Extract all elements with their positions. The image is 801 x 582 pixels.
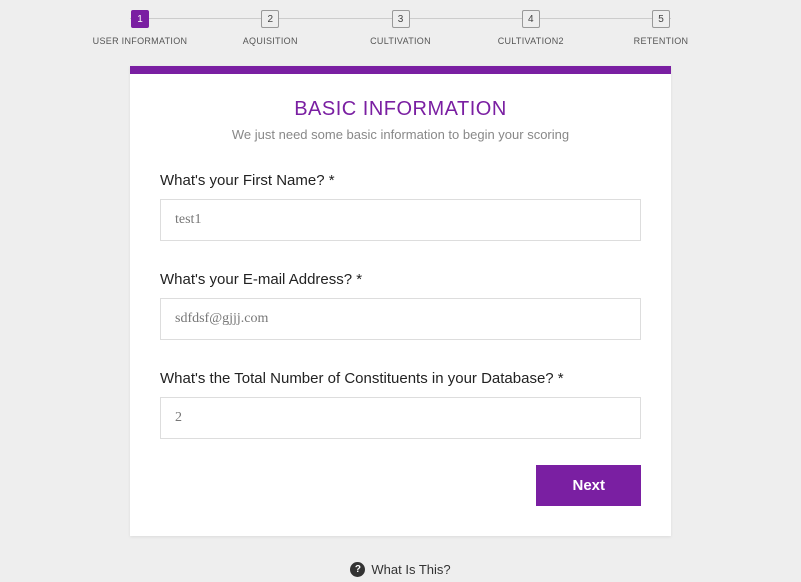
step-label: CULTIVATION2 [498, 36, 564, 46]
first-name-label: What's your First Name? * [160, 172, 641, 189]
step-number: 1 [131, 10, 149, 28]
actions-row: Next [160, 465, 641, 506]
footer-help[interactable]: ? What Is This? [130, 562, 671, 577]
email-label: What's your E-mail Address? * [160, 271, 641, 288]
step-label: RETENTION [634, 36, 689, 46]
step-aquisition[interactable]: 2 AQUISITION [210, 10, 330, 46]
email-input[interactable] [160, 298, 641, 340]
step-number: 3 [392, 10, 410, 28]
form-card: BASIC INFORMATION We just need some basi… [130, 66, 671, 536]
constituents-label: What's the Total Number of Constituents … [160, 370, 641, 387]
card-subtitle: We just need some basic information to b… [160, 127, 641, 142]
field-email: What's your E-mail Address? * [160, 271, 641, 340]
step-cultivation2[interactable]: 4 CULTIVATION2 [471, 10, 591, 46]
step-user-information[interactable]: 1 USER INFORMATION [80, 10, 200, 46]
step-number: 4 [522, 10, 540, 28]
card-title: BASIC INFORMATION [160, 98, 641, 121]
step-label: USER INFORMATION [93, 36, 188, 46]
help-label: What Is This? [371, 562, 450, 577]
step-number: 2 [261, 10, 279, 28]
field-first-name: What's your First Name? * [160, 172, 641, 241]
step-number: 5 [652, 10, 670, 28]
step-cultivation[interactable]: 3 CULTIVATION [341, 10, 461, 46]
step-label: CULTIVATION [370, 36, 431, 46]
step-retention[interactable]: 5 RETENTION [601, 10, 721, 46]
field-constituents: What's the Total Number of Constituents … [160, 370, 641, 439]
stepper: 1 USER INFORMATION 2 AQUISITION 3 CULTIV… [0, 0, 801, 46]
help-icon: ? [350, 562, 365, 577]
step-label: AQUISITION [243, 36, 298, 46]
constituents-input[interactable] [160, 397, 641, 439]
next-button[interactable]: Next [536, 465, 641, 506]
first-name-input[interactable] [160, 199, 641, 241]
